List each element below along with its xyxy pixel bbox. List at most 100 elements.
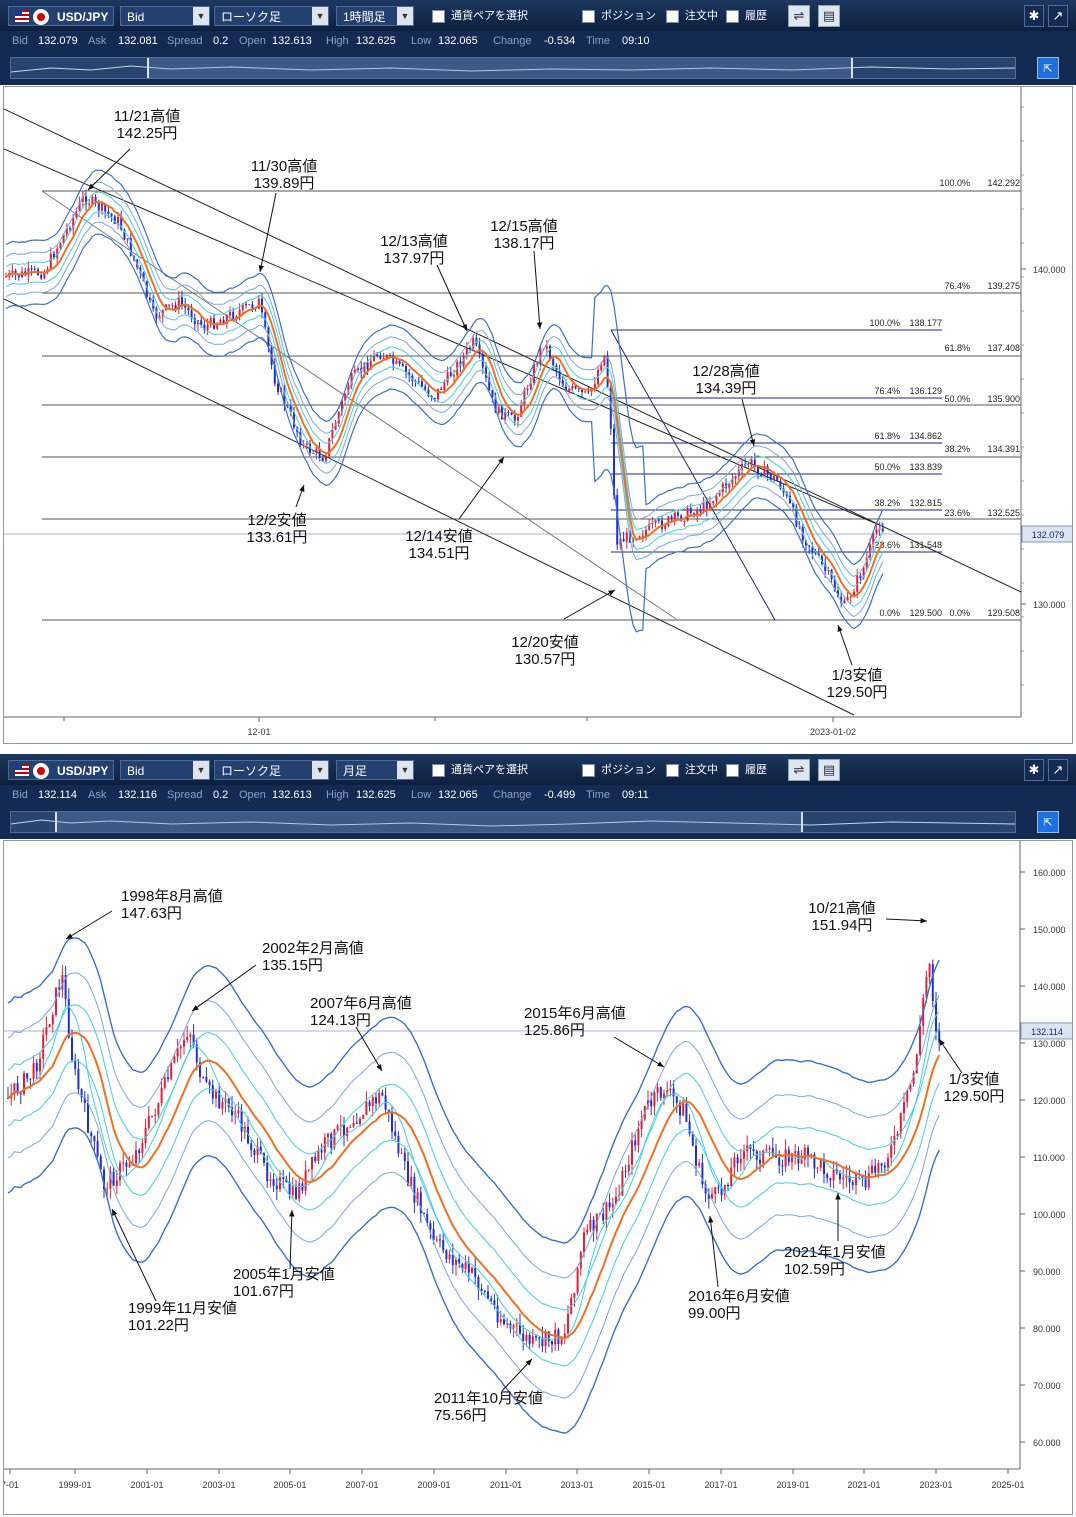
candle-body: [753, 459, 756, 466]
select-pair-checkbox[interactable]: [432, 9, 445, 23]
candle-body: [107, 211, 110, 214]
chart-type-select[interactable]: ローソク足 ▼: [214, 6, 329, 26]
fib-price-label: 137.408: [987, 343, 1020, 353]
quote-ticker: Bid 132.114 Ask 132.116 Spread 0.2 Open …: [0, 785, 1076, 806]
monthly-candlestick-chart[interactable]: 160.000 150.000 140.000 130.000 120.000 110.0…: [3, 840, 1073, 1515]
arrow-head: [461, 324, 467, 331]
candle-body: [773, 476, 775, 480]
candle-body: [427, 389, 430, 396]
candle-body: [365, 1101, 368, 1116]
select-pair-option[interactable]: 通貨ペアを選択: [432, 6, 562, 26]
gear-icon[interactable]: ✱: [1024, 759, 1044, 781]
pair-label: USD/JPY: [57, 10, 109, 24]
chart-type-select[interactable]: ローソク足 ▼: [214, 760, 329, 780]
currency-pair-button[interactable]: USD/JPY: [8, 6, 114, 26]
moving-average-line: [5, 201, 884, 598]
history-option[interactable]: 履歴: [726, 6, 776, 26]
orders-option[interactable]: 注文中: [666, 760, 726, 780]
candle-body: [871, 1165, 873, 1174]
bid-value: 132.079: [38, 35, 78, 47]
annotation-price: 133.61円: [247, 529, 308, 546]
panel-separator: [0, 746, 1076, 754]
candle-body: [600, 365, 603, 371]
navigator-range-handle[interactable]: [147, 58, 853, 78]
timeframe-select[interactable]: 1時間足 ▼: [336, 6, 414, 26]
candle-body: [867, 1173, 870, 1188]
candle-body: [581, 388, 583, 393]
expand-icon[interactable]: ⇱: [1037, 811, 1059, 833]
position-option[interactable]: ポジション: [582, 760, 662, 780]
chart-type-value: ローソク足: [221, 764, 282, 778]
orders-checkbox[interactable]: [666, 763, 679, 777]
candle-body: [378, 1092, 381, 1104]
fib-price-label: 139.275: [987, 281, 1020, 291]
chart-navigator[interactable]: [10, 811, 1016, 833]
candle-body: [397, 1136, 400, 1154]
candle-body: [808, 545, 811, 548]
candle-body: [903, 1102, 905, 1114]
candle-body: [331, 429, 334, 439]
candle-body: [650, 1100, 653, 1107]
orders-option[interactable]: 注文中: [666, 6, 726, 26]
candle-body: [283, 388, 286, 405]
currency-pair-button[interactable]: USD/JPY: [8, 760, 114, 780]
annotation-arrow: [458, 456, 505, 520]
window-icon[interactable]: ▤: [818, 759, 840, 781]
x-tick-label: 2023-01-02: [810, 727, 856, 737]
x-tick-label: 2013-01: [560, 1480, 593, 1490]
indicator-icon[interactable]: ⇌: [788, 759, 810, 781]
orders-checkbox[interactable]: [666, 9, 679, 23]
candle-body: [453, 375, 455, 377]
pair-label: USD/JPY: [57, 764, 109, 778]
candle-body: [110, 213, 113, 217]
gear-icon[interactable]: ✱: [1024, 5, 1044, 27]
y-tick-label: 90.000: [1033, 1267, 1061, 1277]
candle-body: [128, 1164, 131, 1167]
y-tick-label: 130.000: [1033, 1039, 1066, 1049]
high-label: High: [326, 35, 349, 47]
annotation-arrow: [289, 1209, 293, 1270]
candle-body: [807, 1147, 809, 1157]
position-checkbox[interactable]: [582, 763, 595, 777]
candle-body: [606, 355, 609, 387]
candle-body: [800, 1159, 803, 1164]
candle-body: [423, 1212, 425, 1215]
candle-body: [151, 1115, 153, 1117]
candle-body: [171, 305, 174, 307]
candle-body: [344, 394, 347, 401]
position-option[interactable]: ポジション: [582, 6, 662, 26]
timeframe-select[interactable]: 月足 ▼: [336, 760, 414, 780]
select-pair-checkbox[interactable]: [432, 763, 445, 777]
candle-body: [784, 1149, 787, 1167]
history-checkbox[interactable]: [726, 763, 739, 777]
candle-body: [328, 438, 331, 456]
navigator-range-handle[interactable]: [55, 812, 803, 832]
history-checkbox[interactable]: [726, 9, 739, 23]
select-pair-label: 通貨ペアを選択: [451, 764, 528, 776]
chart-navigator[interactable]: [10, 57, 1016, 79]
candle-body: [507, 411, 510, 414]
candle-body: [755, 1151, 758, 1160]
select-pair-option[interactable]: 通貨ペアを選択: [432, 760, 562, 780]
position-checkbox[interactable]: [582, 9, 595, 23]
candle-body: [848, 1175, 851, 1183]
arrow-head: [498, 457, 504, 464]
expand-icon[interactable]: ⇱: [1037, 57, 1059, 79]
candle-body: [190, 310, 193, 319]
candle-body: [698, 1162, 701, 1166]
candle-body: [552, 358, 555, 366]
history-option[interactable]: 履歴: [726, 760, 776, 780]
candle-body: [587, 391, 590, 393]
price-type-select[interactable]: Bid ▼: [120, 6, 210, 26]
bollinger-band-lower: [5, 233, 884, 633]
annotation-arrow: [741, 398, 755, 447]
popout-icon[interactable]: ↗: [1048, 5, 1068, 27]
candle-body: [529, 383, 532, 389]
y-tick-label: 110.000: [1033, 1153, 1065, 1163]
hourly-candlestick-chart[interactable]: 140.000 130.000 12-01 2023-01-02 132.079 100.…: [3, 86, 1073, 744]
price-type-select[interactable]: Bid ▼: [120, 760, 210, 780]
popout-icon[interactable]: ↗: [1048, 759, 1068, 781]
open-label: Open: [239, 789, 266, 801]
indicator-icon[interactable]: ⇌: [788, 5, 810, 27]
window-icon[interactable]: ▤: [818, 5, 840, 27]
